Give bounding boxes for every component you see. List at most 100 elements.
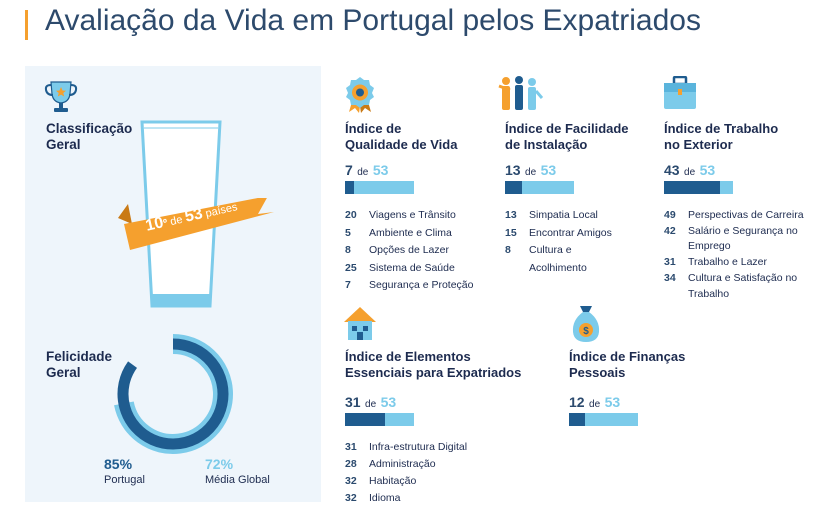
work-rank-line: 43 de 53 — [664, 162, 715, 180]
house-icon — [344, 307, 376, 340]
svg-text:$: $ — [583, 326, 589, 337]
settling-title-line2: de Instalação — [505, 137, 588, 152]
sub-index-rank: 20 — [345, 209, 357, 221]
sub-index-label: Cultura e Satisfação no — [688, 271, 798, 284]
overall-heading: Classificação Geral — [46, 121, 132, 153]
essentials-rank: 31 — [345, 394, 361, 410]
finance-rank-bar — [569, 413, 638, 426]
happiness-donut — [114, 334, 233, 454]
settling-title-line1: Índice de Facilidade — [505, 121, 629, 136]
settling-sub-list: 13 Simpatia Local 15 Encontrar Amigos 8 Cultu… — [505, 208, 655, 274]
happiness-heading-line2: Geral — [46, 365, 81, 380]
quality-de: de — [357, 167, 369, 178]
happiness-heading-line1: Felicidade — [46, 349, 113, 364]
portugal-label: Portugal — [104, 474, 145, 486]
people-icon — [498, 76, 543, 110]
work-de: de — [684, 167, 696, 178]
finance-rank-bar-fill — [569, 413, 585, 426]
sub-index-label: Ambiente e Clima — [369, 226, 452, 239]
title-accent-bar — [25, 10, 28, 40]
settling-rank-bar-fill — [505, 181, 523, 194]
sub-index-label: Segurança e Proteção — [369, 279, 474, 291]
quality-sub-list: 20 Viagens e Trânsito 5 Ambiente e Clima 8 Op… — [345, 208, 495, 292]
sub-index-label: Trabalho e Lazer — [688, 256, 767, 269]
sub-index-label: Salário e Segurança no — [688, 224, 798, 237]
settling-rank-bar — [505, 181, 574, 194]
money-bag-icon: $ — [572, 306, 600, 342]
sub-index-label: Simpatia Local — [529, 209, 598, 221]
trophy-icon — [44, 81, 78, 112]
sub-index-rank: 31 — [345, 441, 357, 453]
sub-index-rank: 34 — [664, 271, 676, 284]
overall-heading-line1: Classificação — [46, 121, 133, 136]
finance-title-line1: Índice de Finanças — [569, 349, 686, 364]
portugal-value: 85% — [104, 456, 133, 472]
sub-index-label: Encontrar Amigos — [529, 226, 612, 239]
work-rank: 43 — [664, 162, 680, 178]
ranking-ribbon — [118, 198, 274, 250]
sub-index-rank: 8 — [505, 244, 511, 256]
quality-index-title: Índice de Qualidade de Vida — [345, 121, 457, 153]
essentials-total: 53 — [380, 394, 397, 410]
global-value: 72% — [205, 456, 234, 472]
work-rank-bar-fill — [664, 181, 720, 194]
sub-index-label: Sistema de Saúde — [369, 261, 455, 274]
finance-de: de — [589, 399, 601, 410]
finance-index-title: Índice de Finanças Pessoais — [569, 349, 685, 381]
overall-heading-line2: Geral — [46, 137, 81, 152]
quality-rank-bar — [345, 181, 414, 194]
page-title: Avaliação da Vida em Portugal pelos Expa… — [45, 4, 701, 37]
sub-index-rank: 32 — [345, 475, 357, 487]
settling-rank-line: 13 de 53 — [505, 162, 556, 180]
portugal-ring — [117, 338, 229, 450]
essentials-rank-bar-fill — [345, 413, 386, 426]
sub-index-rank: 42 — [664, 224, 676, 237]
sub-index-label: Cultura e — [529, 244, 572, 256]
finance-total: 53 — [604, 394, 621, 410]
quality-title-line2: Qualidade de Vida — [345, 137, 458, 152]
finance-rank: 12 — [569, 394, 585, 410]
quality-total: 53 — [372, 162, 389, 178]
sub-index-label: Habitação — [369, 475, 417, 487]
essentials-de: de — [365, 399, 377, 410]
overall-total: 53 — [183, 205, 205, 226]
overall-de: de — [169, 213, 184, 229]
settling-rank: 13 — [505, 162, 521, 178]
briefcase-icon — [664, 76, 696, 109]
sub-index-label: Idioma — [369, 492, 401, 504]
essentials-title-line2: Essenciais para Expatriados — [345, 365, 522, 380]
sub-index-rank: 5 — [345, 226, 351, 239]
work-title-line2: no Exterior — [664, 137, 733, 152]
settling-index-title: Índice de Facilidade de Instalação — [505, 121, 629, 153]
work-index-title: Índice de Trabalho no Exterior — [664, 121, 778, 153]
happiness-heading: Felicidade Geral — [46, 349, 112, 381]
sub-index-rank: 49 — [664, 209, 676, 221]
sub-index-rank: 15 — [505, 226, 517, 239]
essentials-title-line1: Índice de Elementos — [345, 349, 471, 364]
sub-index-rank: 32 — [345, 492, 357, 504]
work-total: 53 — [699, 162, 716, 178]
quality-title-line1: Índice de — [345, 121, 402, 136]
work-sub-list: 49 Perspectivas de Carreira 42 Salário e Se… — [664, 208, 824, 304]
essentials-sub-list: 31 Infra-estrutura Digital 28 Administração… — [345, 440, 505, 506]
sub-index-rank: 7 — [345, 279, 351, 291]
sub-index-label: Emprego — [688, 240, 731, 253]
sub-index-label: Trabalho — [688, 287, 730, 300]
finance-rank-line: 12 de 53 — [569, 394, 620, 412]
settling-total: 53 — [540, 162, 557, 178]
sub-index-label: Perspectivas de Carreira — [688, 209, 804, 221]
quality-rank: 7 — [345, 162, 353, 178]
sub-index-rank: 28 — [345, 458, 357, 470]
rosette-badge-icon — [346, 77, 374, 113]
sub-index-label: Infra-estrutura Digital — [369, 441, 468, 453]
essentials-index-title: Índice de Elementos Essenciais para Expa… — [345, 349, 521, 381]
sub-index-label: Opções de Lazer — [369, 244, 449, 256]
finance-title-line2: Pessoais — [569, 365, 626, 380]
essentials-rank-line: 31 de 53 — [345, 394, 396, 412]
sub-index-label: Viagens e Trânsito — [369, 209, 456, 221]
sub-index-rank: 13 — [505, 209, 517, 221]
sub-index-label: Acolhimento — [529, 261, 587, 274]
work-rank-bar — [664, 181, 733, 194]
essentials-rank-bar — [345, 413, 414, 426]
work-title-line1: Índice de Trabalho — [664, 121, 779, 136]
